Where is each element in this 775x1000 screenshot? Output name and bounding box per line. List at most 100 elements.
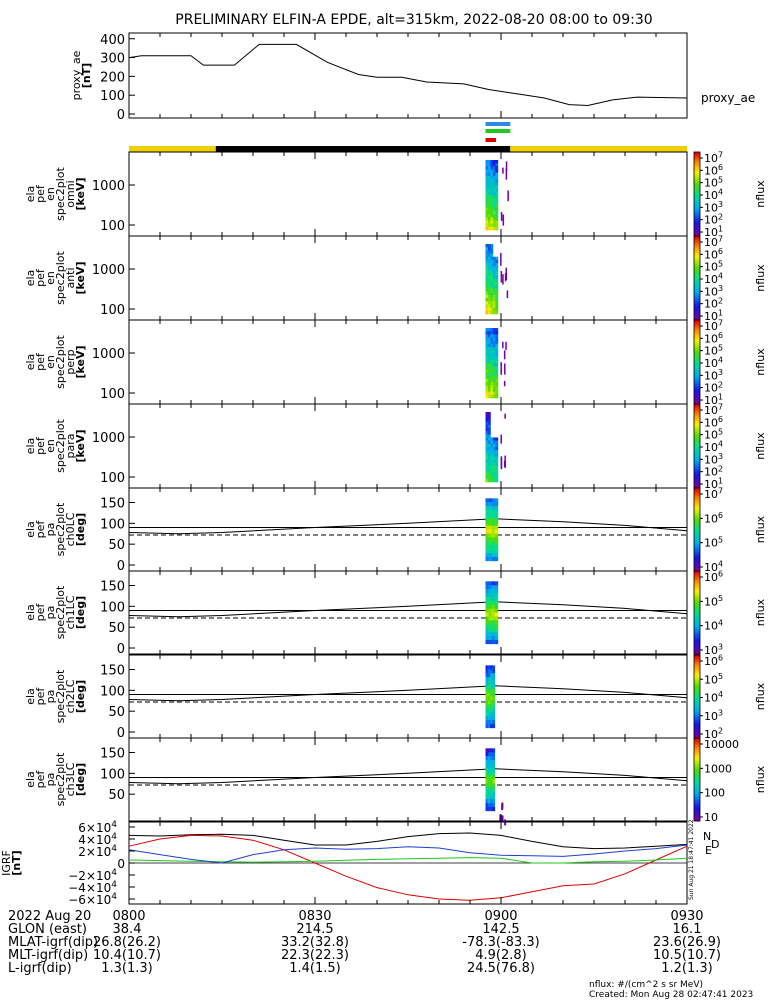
colorbar-cell <box>694 366 700 369</box>
colorbar-cell <box>694 345 700 348</box>
colorbar-cell <box>694 238 700 241</box>
pa-cell <box>490 803 493 808</box>
spec-cell <box>492 469 496 473</box>
spec-speckle <box>502 214 505 226</box>
colorbar-cell <box>694 231 700 235</box>
spec-cell <box>485 275 489 280</box>
spec-cell <box>492 291 496 296</box>
spec-cell <box>492 175 496 180</box>
colorbar-cell <box>694 618 700 622</box>
spec-cell <box>495 201 499 205</box>
spec-cell <box>485 372 489 377</box>
colorbar-cell <box>694 443 700 447</box>
ylabel-line: ela <box>24 604 37 621</box>
pa-cell <box>485 556 489 562</box>
pa-cell <box>485 775 489 780</box>
colorbar-cell <box>694 659 700 662</box>
colorbar-cell <box>694 647 700 651</box>
colorbar-cell <box>694 686 700 689</box>
colorbar-cell <box>694 259 700 262</box>
spec-cell <box>492 285 496 289</box>
colorbar-cell <box>694 694 700 697</box>
pa-cell <box>488 553 492 558</box>
spec-cell <box>490 282 494 286</box>
pa-cell <box>494 593 499 598</box>
y-tick-label: 100 <box>100 219 125 234</box>
colorbar-cell <box>694 307 700 310</box>
colorbar-cell <box>694 566 700 570</box>
colorbar-tick-label: 105 <box>704 594 723 608</box>
xaxis-value: 10.5(10.7) <box>653 948 721 963</box>
spec-cell <box>495 204 499 209</box>
colorbar-cell <box>694 488 700 491</box>
pa-frame <box>128 654 688 739</box>
spec-cell <box>492 198 496 202</box>
colorbar-cell <box>694 334 700 338</box>
spec-cell <box>485 179 489 183</box>
spec-cell <box>490 285 494 289</box>
colorbar-cell <box>694 529 700 533</box>
spec-cell <box>492 272 496 277</box>
pa-cell <box>491 533 496 538</box>
xaxis-value: 214.5 <box>296 922 333 937</box>
spec-cell <box>492 450 496 454</box>
colorbar-cell <box>694 633 700 636</box>
spec-speckle <box>505 341 507 350</box>
spec-cell <box>487 207 491 212</box>
spec-cell <box>492 385 496 389</box>
spec-cell <box>487 272 491 277</box>
spec-cell <box>495 263 499 267</box>
zone-bar-yellow <box>510 146 687 152</box>
colorbar-cell <box>694 458 700 462</box>
spec-cell <box>495 343 499 348</box>
colorbar-cell <box>694 791 700 795</box>
pa-cell <box>485 696 489 701</box>
pa-cell <box>490 767 493 773</box>
pa-cell <box>485 806 489 812</box>
pa-cell <box>485 506 489 511</box>
colorbar-cell <box>694 629 700 632</box>
spec-cell <box>495 169 499 174</box>
colorbar-cell <box>694 252 700 256</box>
spec-cell <box>487 223 491 228</box>
spec-cell <box>492 310 496 315</box>
pa-speckle <box>501 815 504 822</box>
pa-cell <box>487 783 491 788</box>
colorbar-cell <box>694 462 700 466</box>
spec-cell <box>492 331 496 335</box>
spec-cell <box>485 272 489 277</box>
spec-cell <box>485 462 489 467</box>
colorbar-cell <box>694 706 700 710</box>
spec-cell <box>485 285 489 289</box>
pa-cell <box>494 521 499 526</box>
colorbar-cell <box>694 775 700 778</box>
spec-cell <box>487 282 491 286</box>
colorbar-cell <box>694 537 700 541</box>
colorbar-cell <box>694 771 700 774</box>
colorbar-cell <box>694 579 700 582</box>
ylabel-line: ch0LC <box>64 512 77 546</box>
spec-cell <box>490 328 494 332</box>
colorbar-cell <box>694 206 700 210</box>
colorbar-cell <box>694 284 700 287</box>
colorbar-cell <box>694 504 700 508</box>
spec-cell <box>485 223 489 228</box>
xaxis-value: 33.2(32.8) <box>281 935 349 950</box>
pa-cell <box>488 628 492 633</box>
y-tick-label: 400 <box>100 33 125 48</box>
colorbar-cell <box>694 233 700 237</box>
spec-cell <box>490 226 494 231</box>
colorbar-cell <box>694 688 700 691</box>
colorbar-tick-label: 103 <box>704 643 723 657</box>
spec-speckle <box>502 274 504 285</box>
colorbar-cell <box>694 380 700 384</box>
pa-cell <box>492 673 496 678</box>
spec-speckle <box>500 212 503 221</box>
spec-cell <box>495 469 499 473</box>
spec-cell <box>490 191 494 196</box>
ylabel-line: [deg] <box>74 763 87 796</box>
pa-cell <box>488 517 492 523</box>
pa-cell <box>485 669 489 674</box>
